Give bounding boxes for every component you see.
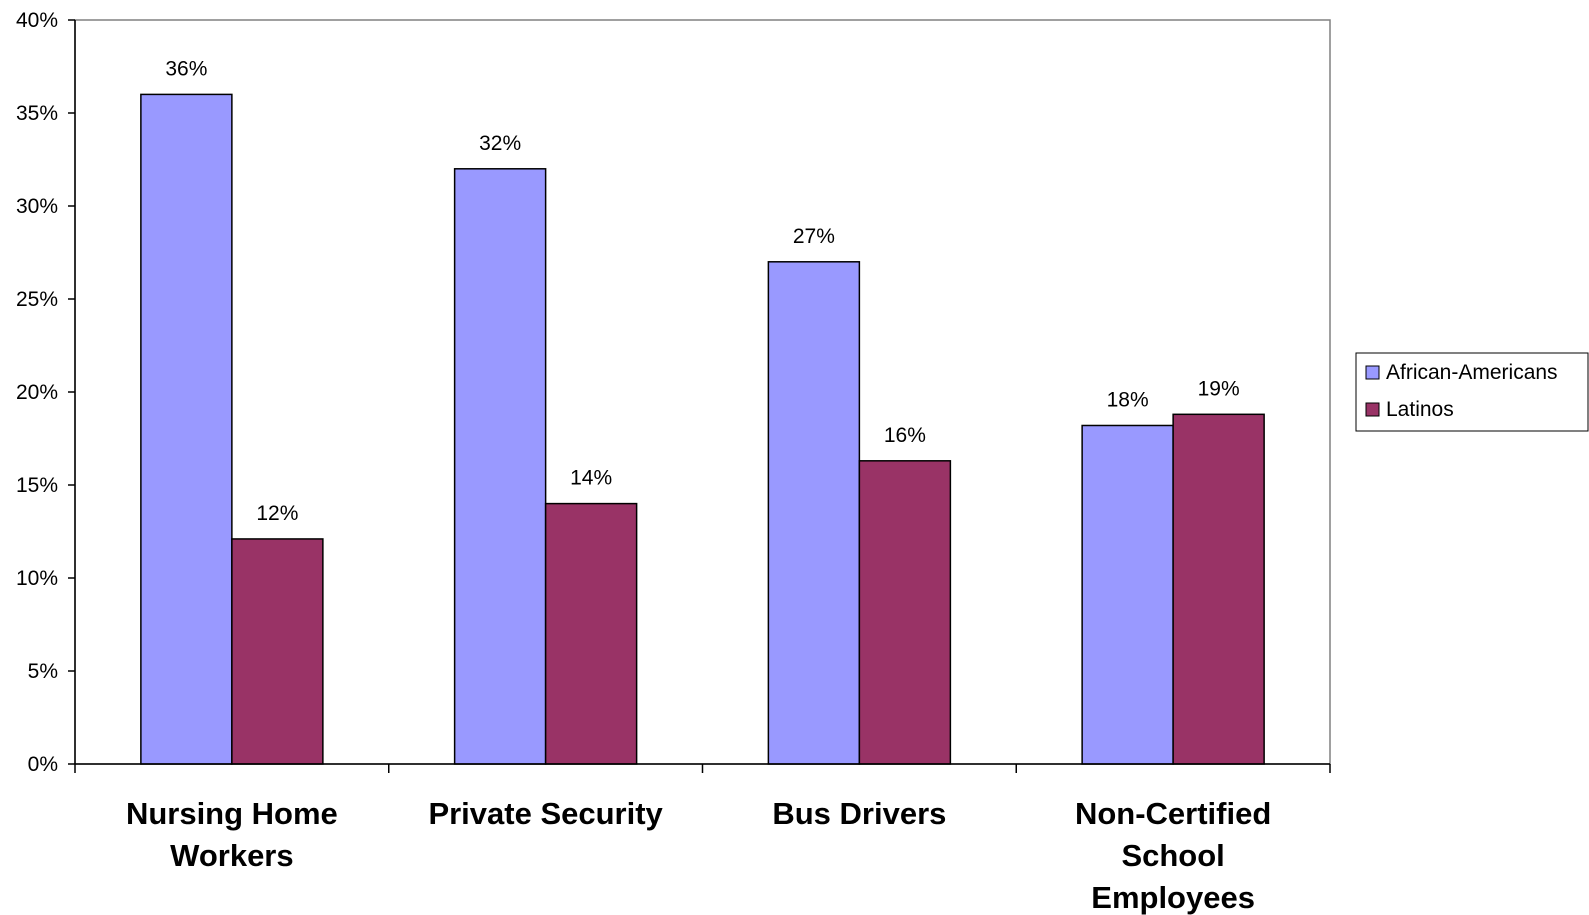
data-label-african-americans: 32%	[479, 132, 521, 155]
x-category-label: Non-Certified	[1075, 796, 1271, 831]
legend-label-latinos: Latinos	[1386, 398, 1454, 421]
legend-label-african-americans: African-Americans	[1386, 361, 1558, 384]
data-label-african-americans: 36%	[165, 57, 207, 80]
y-tick-label: 5%	[28, 660, 58, 683]
x-category-label: Bus Drivers	[772, 796, 946, 831]
data-label-african-americans: 18%	[1107, 388, 1149, 411]
legend-swatch-african-americans	[1365, 365, 1380, 380]
legend-swatch-latinos	[1365, 402, 1380, 417]
y-tick-label: 30%	[16, 195, 58, 218]
bar-african-americans	[140, 93, 233, 765]
x-category-label: Private Security	[428, 796, 663, 831]
y-tick-label: 10%	[16, 567, 58, 590]
bar-latinos	[544, 502, 638, 765]
data-label-latinos: 19%	[1198, 377, 1240, 400]
bar-latinos	[858, 460, 952, 765]
x-category-label: School	[1121, 838, 1224, 873]
y-tick-label: 0%	[28, 753, 58, 776]
y-tick-label: 40%	[16, 9, 58, 32]
y-tick-label: 20%	[16, 381, 58, 404]
data-label-african-americans: 27%	[793, 225, 835, 248]
bar-african-americans	[453, 168, 547, 765]
bar-latinos	[231, 538, 324, 765]
y-tick-label: 35%	[16, 102, 58, 125]
x-category-label: Employees	[1091, 880, 1255, 915]
bar-latinos	[1172, 413, 1265, 765]
data-labels: 36% 32% 27% 18% 12% 14% 16% 19%	[165, 57, 1239, 525]
data-label-latinos: 14%	[570, 467, 612, 490]
x-category-label: Nursing Home	[126, 796, 338, 831]
bars-layer	[140, 93, 1265, 765]
bar-african-americans	[1081, 424, 1174, 765]
bar-african-americans	[767, 261, 861, 765]
data-label-latinos: 16%	[884, 424, 926, 447]
legend-box	[1355, 352, 1589, 432]
legend: African-Americans Latinos	[1355, 352, 1589, 432]
y-axis: 0% 5% 10% 15% 20% 25% 30% 35% 40%	[16, 9, 75, 776]
x-category-label: Workers	[170, 838, 294, 873]
y-tick-label: 15%	[16, 474, 58, 497]
y-tick-label: 25%	[16, 288, 58, 311]
data-label-latinos: 12%	[256, 502, 298, 525]
x-axis: Nursing Home Workers Private Security Bus D…	[74, 764, 1331, 915]
